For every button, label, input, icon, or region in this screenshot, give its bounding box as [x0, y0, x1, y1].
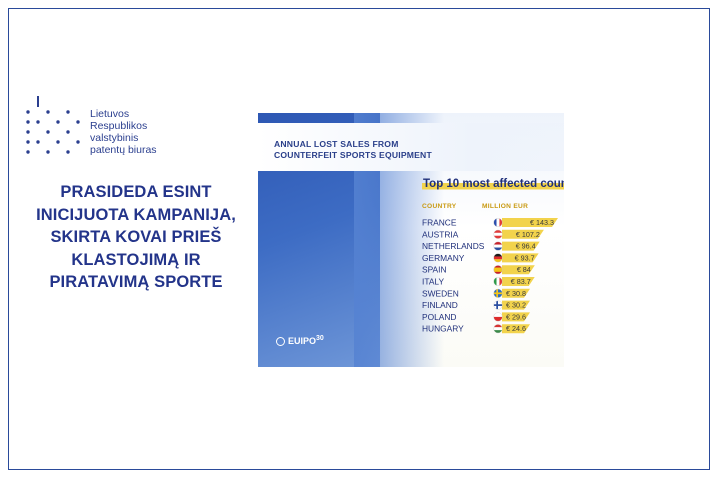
euipo-brand-suffix: 30 — [316, 335, 324, 342]
logo-dot — [66, 150, 70, 154]
infographic-title: ANNUAL LOST SALES FROM COUNTERFEIT SPORT… — [274, 139, 432, 161]
logo-line: valstybinis — [90, 132, 139, 144]
germany-flag-icon — [493, 253, 503, 263]
logo-dot — [56, 120, 60, 124]
logo-line: Respublikos — [90, 120, 148, 132]
italy-flag-icon — [493, 276, 503, 286]
finland-flag-icon — [493, 300, 503, 310]
bar-italy — [502, 277, 535, 286]
headline-line: PRASIDEDA ESINT — [60, 183, 212, 201]
headline-line: KLASTOJIMĄ IR — [71, 250, 201, 269]
country-label: AUSTRIA — [422, 229, 459, 239]
country-label: POLAND — [422, 312, 456, 322]
country-label: FRANCE — [422, 218, 457, 228]
value-label: € 30.2 — [506, 301, 526, 310]
value-label: € 29.6 — [506, 312, 526, 321]
country-label: GERMANY — [422, 253, 465, 263]
euipo-brand: EUIPO — [288, 336, 317, 346]
million-eur-header: MILLION EUR — [482, 203, 529, 210]
headline-line: SKIRTA KOVAI PRIEŠ — [50, 228, 222, 246]
austria-flag-icon — [493, 229, 503, 239]
value-label: € 84 — [517, 265, 531, 274]
logo-text: Lietuvos Respublikos valstybinis patentų… — [90, 108, 157, 156]
logo-dot — [76, 120, 80, 124]
hungary-flag-icon — [493, 324, 503, 334]
bar-hungary — [502, 324, 530, 334]
logo-dot — [26, 130, 30, 134]
bar-sweden — [502, 288, 530, 298]
value-label: € 30.8 — [506, 289, 526, 298]
value-label: € 143.3 — [530, 218, 554, 227]
country-label: ITALY — [422, 277, 444, 287]
value-label: € 83.7 — [511, 277, 531, 286]
bar-poland — [502, 312, 530, 322]
country-label: HUNGARY — [422, 324, 464, 334]
headline-line: INICIJUOTA KAMPANIJA, — [36, 205, 236, 224]
logo-dot — [66, 130, 70, 134]
logo-dot — [26, 150, 30, 154]
country-label: FINLAND — [422, 300, 458, 310]
value-label: € 96.4 — [516, 242, 536, 251]
netherlands-flag-icon — [493, 241, 503, 251]
logo-dot — [36, 140, 40, 144]
country-header: COUNTRY — [422, 203, 457, 210]
logo-dot — [76, 140, 80, 144]
headline-line: PIRATAVIMĄ SPORTE — [49, 273, 223, 291]
country-label: NETHERLANDS — [422, 241, 485, 251]
dot-pattern-logo-icon — [26, 96, 80, 154]
bar-spain — [502, 265, 535, 275]
logo-line: Lietuvos — [90, 108, 130, 120]
headline: PRASIDEDA ESINT INICIJUOTA KAMPANIJA, SK… — [20, 181, 252, 294]
logo-bar — [37, 96, 39, 107]
value-label: € 24.6 — [506, 324, 526, 333]
bar-chart: € 143.3 FRANCE € 107.2 AUSTRIA € 96.4 NETHERL… — [422, 217, 558, 334]
title-band — [258, 123, 564, 171]
page-frame — [8, 8, 710, 470]
logo-dot — [26, 120, 30, 124]
logo-dot — [26, 140, 30, 144]
value-label: € 93.7 — [515, 253, 535, 262]
logo-dot — [46, 130, 50, 134]
infographic-title-line: ANNUAL LOST SALES FROM — [274, 139, 399, 149]
logo-dot — [46, 150, 50, 154]
sweden-flag-icon — [493, 288, 503, 298]
bar-finland — [502, 300, 530, 310]
bar-netherlands — [502, 241, 540, 251]
value-label: € 107.2 — [516, 230, 540, 239]
logo-dot — [66, 110, 70, 114]
infographic-title-line: COUNTERFEIT SPORTS EQUIPMENT — [274, 150, 432, 160]
logo-dot — [36, 120, 40, 124]
spain-flag-icon — [493, 265, 503, 275]
france-flag-icon — [493, 217, 503, 227]
country-label: SPAIN — [422, 265, 447, 275]
logo-line: patentų biuras — [90, 144, 157, 156]
infographic-panel: ANNUAL LOST SALES FROM COUNTERFEIT SPORT… — [258, 113, 564, 367]
logo-dot — [26, 110, 30, 114]
poland-flag-icon — [493, 312, 503, 322]
bar-germany — [502, 253, 539, 263]
bar-france — [502, 218, 558, 227]
bar-austria — [502, 229, 544, 239]
euipo-logo: EUIPO30 — [276, 335, 324, 346]
euipo-mark-icon — [276, 337, 285, 346]
chart-title-text: Top 10 most affected countries — [422, 178, 564, 190]
chart-title: Top 10 most affected countries — [422, 178, 564, 190]
logo-dot — [46, 110, 50, 114]
lrvpb-logo: Lietuvos Respublikos valstybinis patentų… — [22, 96, 222, 166]
logo-dot — [56, 140, 60, 144]
country-label: SWEDEN — [422, 288, 459, 298]
